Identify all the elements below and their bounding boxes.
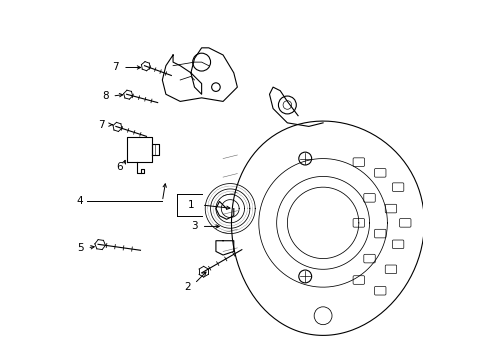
FancyBboxPatch shape — [374, 168, 385, 177]
FancyBboxPatch shape — [352, 219, 364, 227]
FancyBboxPatch shape — [385, 204, 396, 213]
FancyBboxPatch shape — [352, 276, 364, 284]
Text: 4: 4 — [77, 197, 83, 206]
FancyBboxPatch shape — [391, 183, 403, 192]
FancyBboxPatch shape — [363, 254, 374, 263]
Text: 7: 7 — [98, 120, 105, 130]
FancyBboxPatch shape — [374, 287, 385, 295]
FancyBboxPatch shape — [352, 158, 364, 166]
FancyBboxPatch shape — [385, 265, 396, 274]
Text: 8: 8 — [102, 91, 108, 101]
Text: 5: 5 — [77, 243, 83, 253]
Text: 7: 7 — [112, 63, 119, 72]
Text: 3: 3 — [191, 221, 198, 231]
FancyBboxPatch shape — [399, 219, 410, 227]
FancyBboxPatch shape — [132, 143, 149, 157]
Text: 2: 2 — [183, 282, 190, 292]
Polygon shape — [126, 137, 151, 162]
FancyBboxPatch shape — [391, 240, 403, 249]
FancyBboxPatch shape — [374, 229, 385, 238]
Text: 1: 1 — [187, 200, 194, 210]
Text: 6: 6 — [116, 162, 122, 172]
FancyBboxPatch shape — [363, 194, 374, 202]
